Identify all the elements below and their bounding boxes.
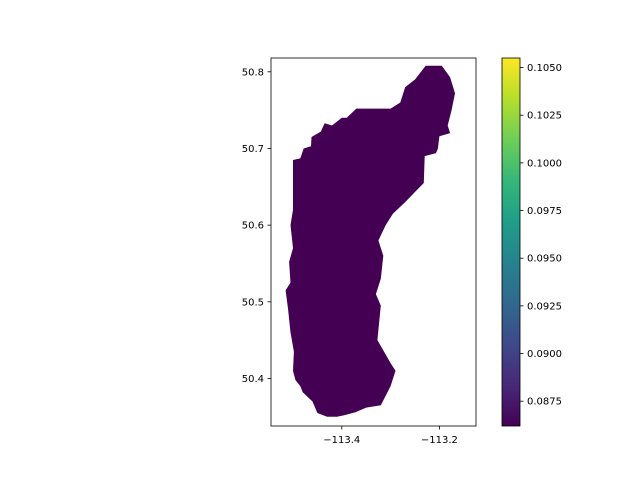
- region-polygon: [285, 65, 455, 417]
- map-axes: −113.4 −113.2 50.4 50.5 50.6 50.7 50.8: [242, 57, 477, 446]
- map-x-ticks: −113.4 −113.2: [323, 426, 458, 446]
- colorbar-tick-label: 0.0900: [527, 349, 562, 360]
- y-tick-label: 50.6: [242, 221, 264, 232]
- colorbar-tick-label: 0.0875: [527, 397, 562, 408]
- y-tick-label: 50.4: [242, 374, 264, 385]
- colorbar-tick-label: 0.0925: [527, 301, 562, 312]
- colorbar-frame: [501, 57, 521, 427]
- colorbar-gradient: [502, 58, 520, 426]
- colorbar: 0.0875 0.0900 0.0925 0.0950 0.0975 0.1000 0.10…: [501, 57, 562, 427]
- colorbar-tick-label: 0.1000: [527, 158, 562, 169]
- colorbar-tick-label: 0.1050: [527, 63, 562, 74]
- x-tick-label: −113.4: [323, 435, 360, 446]
- colorbar-ticks: 0.0875 0.0900 0.0925 0.0950 0.0975 0.1000 0.10…: [520, 63, 562, 408]
- y-tick-label: 50.8: [242, 67, 264, 78]
- colorbar-tick-label: 0.1025: [527, 111, 562, 122]
- map-frame: [270, 57, 477, 427]
- colorbar-tick-label: 0.0950: [527, 254, 562, 265]
- y-tick-label: 50.5: [242, 297, 264, 308]
- y-tick-label: 50.7: [242, 144, 264, 155]
- x-tick-label: −113.2: [421, 435, 458, 446]
- colorbar-tick-label: 0.0975: [527, 206, 562, 217]
- map-y-ticks: 50.4 50.5 50.6 50.7 50.8: [242, 67, 271, 385]
- map-region: [285, 65, 455, 417]
